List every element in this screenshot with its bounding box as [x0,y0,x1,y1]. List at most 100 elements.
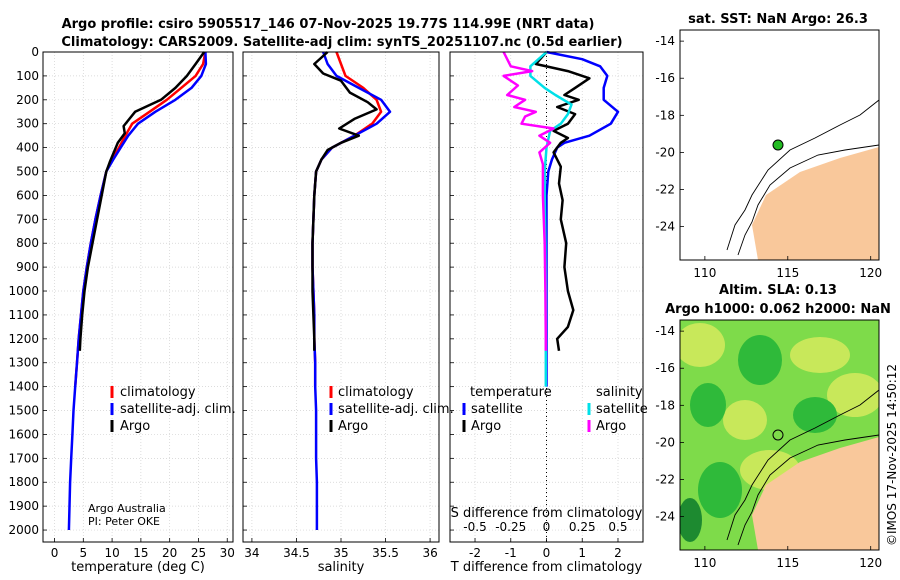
y-tick-label: 0 [31,45,39,59]
y-tick-label: 1000 [8,284,39,298]
x-tick-label: 2 [614,546,622,560]
sla-map-contour [737,434,879,546]
y-tick-label: 1700 [8,451,39,465]
plot-frame [242,51,440,543]
map-x-tick-label: 115 [776,266,799,280]
map-x-tick-label: 120 [859,556,882,570]
y-tick-label: 600 [16,188,39,202]
x-tick-label: 10 [104,546,119,560]
top-x-tick-label: 0.25 [569,520,596,534]
legend-label-satellite: satellite-adj. clim. [338,402,454,417]
sst-map-ticks: 110 115 120 -14 -16 -18 -20 -22 -24 [655,34,882,280]
map-y-tick-label: -16 [655,361,675,375]
x-tick-label: 35 [333,546,348,560]
sla-map-title-line2: Argo h1000: 0.062 h2000: NaN [665,302,891,317]
sst-map-title: sat. SST: NaN Argo: 26.3 [688,12,868,27]
sla-map-contour [726,389,879,541]
credit-line1: Argo Australia [88,502,166,515]
map-y-tick-label: -20 [655,145,675,159]
figure-title-line1: Argo profile: csiro 5905517_146 07-Nov-2… [62,17,595,32]
legend-label-climatology: climatology [338,385,414,400]
x-tick-label: 35.5 [372,546,399,560]
map-y-tick-label: -22 [655,473,675,487]
x-tick-label: 1 [578,546,586,560]
map-x-tick-label: 110 [693,266,716,280]
series-line-salinity-argo [502,51,555,351]
legend-label-salinity-argo: Argo [596,419,626,434]
sla-map-ticks: 110 115 120 -14 -16 -18 -20 -22 -24 [655,324,882,570]
y-tick-label: 1200 [8,332,39,346]
sla-map-title-line1: Altim. SLA: 0.13 [719,283,837,298]
map-y-tick-label: -24 [655,510,675,524]
x-tick-label: 34.5 [283,546,310,560]
legend-title-temperature: temperature [470,385,552,400]
difference-legend: temperature salinity satellite Argo sate… [462,385,648,434]
map-x-tick-label: 115 [776,556,799,570]
salinity-panel: 34 34.5 35 35.5 36 salinity [242,51,440,575]
x-axis-label: salinity [318,560,365,575]
sla-anomaly-patch [790,337,850,373]
top-x-tick-label: -0.5 [463,520,486,534]
argo-float-marker [772,429,784,441]
series-line-salinity-satellite [529,51,573,387]
x-tick-label: 0 [51,546,59,560]
top-x-tick-label: 0 [543,520,551,534]
legend-title-salinity: salinity [596,385,643,400]
x-tick-label: 20 [162,546,177,560]
top-x-axis-label: S difference from climatology [451,506,643,521]
y-tick-label: 900 [16,260,39,274]
temperature-legend: climatology satellite-adj. clim. Argo [110,385,236,434]
series-line-satellite-adj-clim- [67,51,208,531]
x-tick-label: 25 [191,546,206,560]
y-tick-label: 1400 [8,380,39,394]
y-tick-label: 1300 [8,356,39,370]
sla-anomaly-patch [698,462,742,518]
sla-map-land [752,437,879,550]
argo-float-marker [772,139,784,151]
y-tick-label: 1600 [8,427,39,441]
sla-anomaly-patch [690,383,726,427]
legend-label-temperature-satellite: satellite [471,402,523,417]
map-y-tick-label: -16 [655,71,675,85]
imos-watermark: ©IMOS 17-Nov-2025 14:50:12 [885,364,899,546]
plot-frame [42,51,234,543]
sla-map: 110 115 120 -14 -16 -18 -20 -22 -24 [655,319,882,570]
x-tick-label: 15 [133,546,148,560]
y-tick-label: 300 [16,117,39,131]
map-x-tick-label: 110 [693,556,716,570]
y-tick-label: 100 [16,69,39,83]
x-tick-label: -1 [505,546,517,560]
sla-anomaly-patch [680,323,725,367]
legend-label-argo: Argo [120,419,150,434]
map-y-tick-label: -18 [655,398,675,412]
salinity-legend: climatology satellite-adj. clim. Argo [329,385,454,434]
x-tick-label: 5 [79,546,87,560]
difference-panel: -2 -1 0 1 2 -0.5 -0.25 0 0.25 0.5S difference fro… [449,50,644,575]
x-axis-label: temperature (deg C) [71,560,205,575]
x-axis-label: T difference from climatology [450,560,643,575]
legend-label-salinity-satellite: satellite [596,402,648,417]
y-tick-label: 1500 [8,404,39,418]
top-x-tick-label: -0.25 [495,520,526,534]
sla-map-frame [679,319,880,551]
x-tick-label: -2 [469,546,481,560]
sla-anomaly-patch [827,373,879,417]
y-tick-label: 1800 [8,475,39,489]
credit-line2: PI: Peter OKE [88,515,160,528]
y-tick-label: 1100 [8,308,39,322]
map-y-tick-label: -24 [655,220,675,234]
map-x-tick-label: 120 [859,266,882,280]
legend-label-climatology: climatology [120,385,196,400]
sst-map-contour [726,99,879,251]
sst-map-land [752,147,879,260]
x-tick-label: 30 [220,546,235,560]
x-tick-label: 34 [244,546,259,560]
map-y-tick-label: -20 [655,435,675,449]
legend-label-temperature-argo: Argo [471,419,501,434]
figure-title-line2: Climatology: CARS2009. Satellite-adj cli… [61,35,622,50]
y-tick-label: 1900 [8,499,39,513]
y-tick-label: 2000 [8,523,39,537]
sst-map-frame [679,29,880,261]
legend-label-argo: Argo [338,419,368,434]
